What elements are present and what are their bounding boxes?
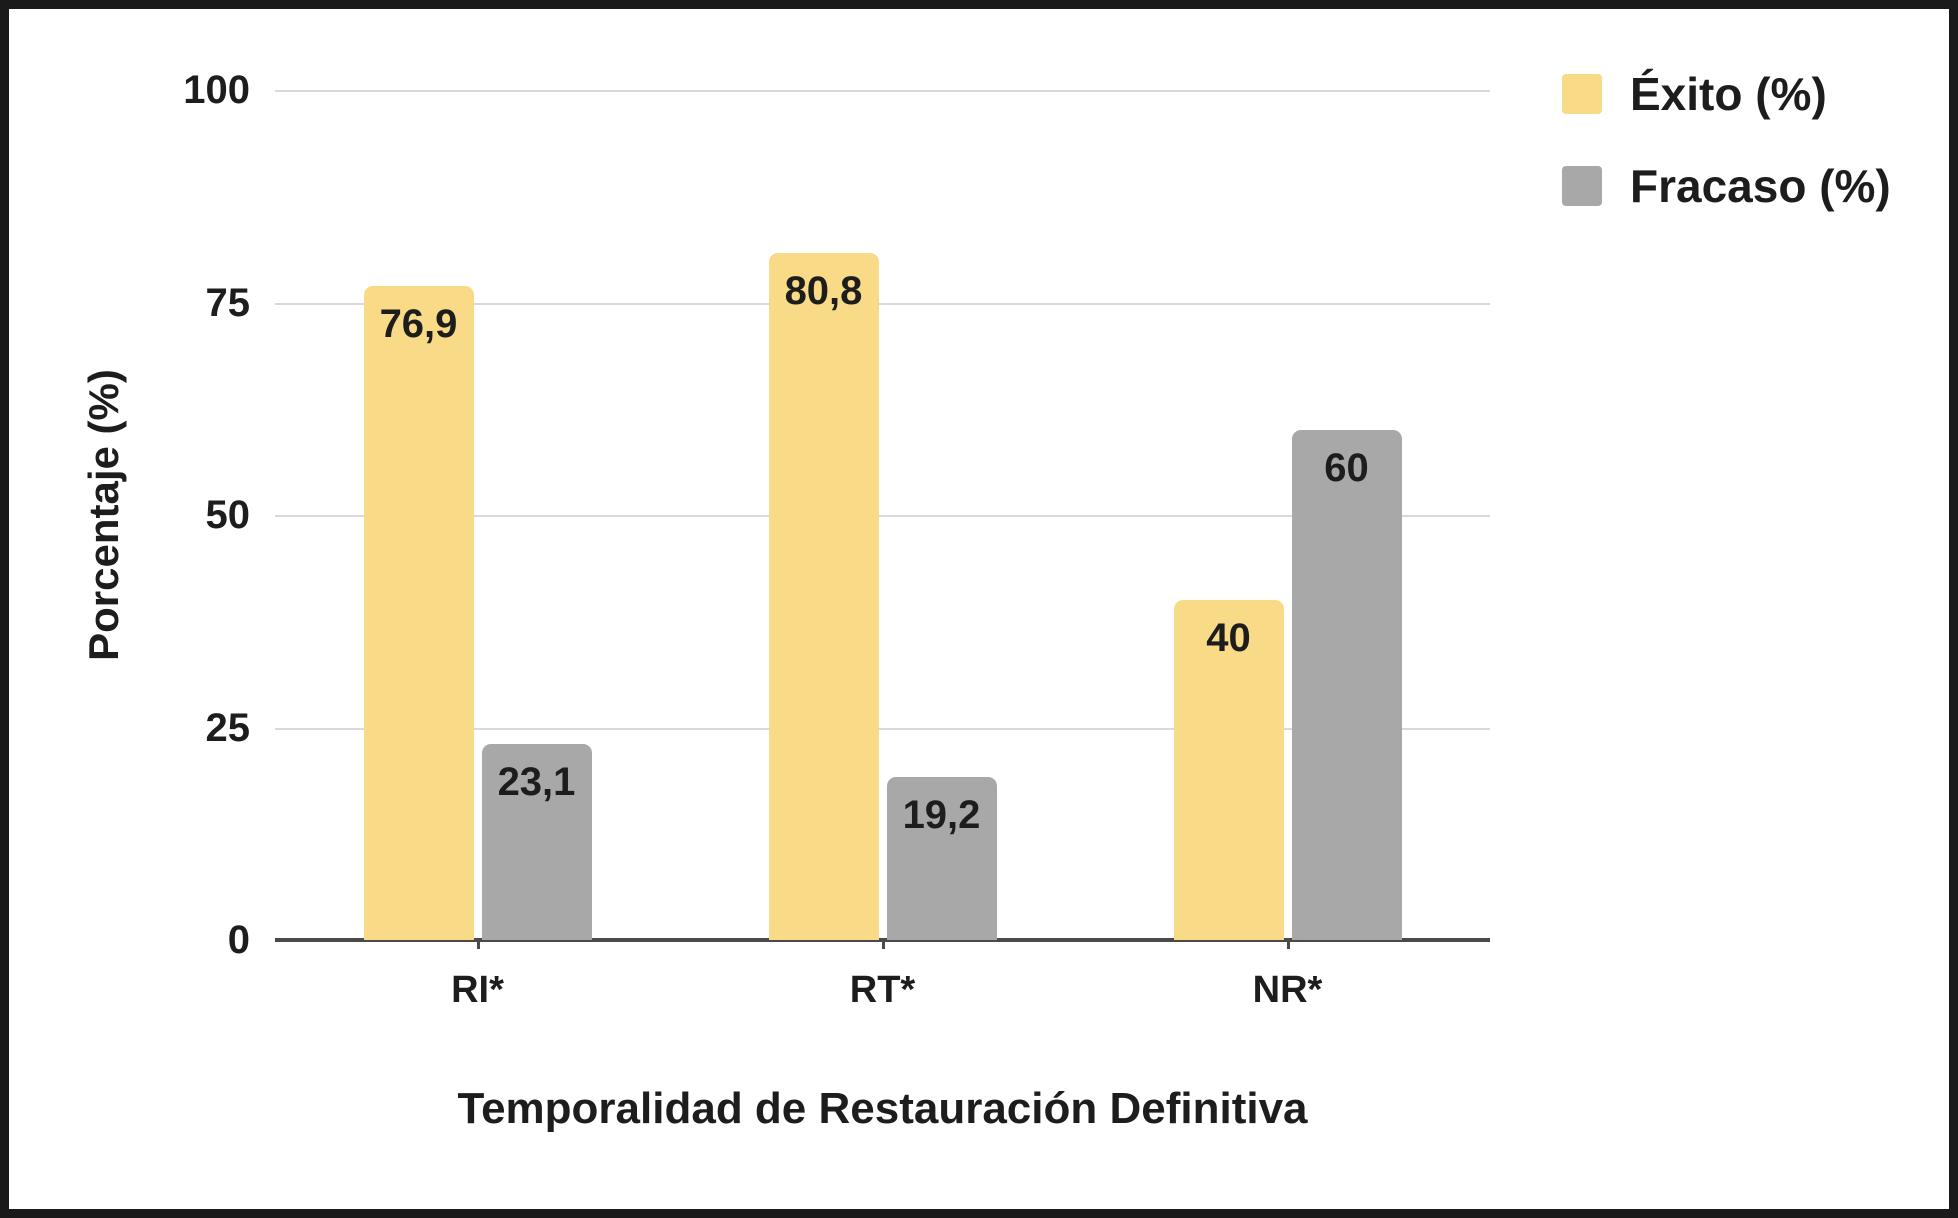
bar-series-1: 40 (1173, 600, 1284, 940)
bar-value-label: 23,1 (497, 759, 576, 804)
legend-item: Fracaso (%) (1562, 156, 1891, 216)
bar-series-1: 76,9 (363, 286, 474, 940)
y-tick-label: 25 (205, 705, 251, 750)
x-axis-title: Temporalidad de Restauración Definitiva (457, 1084, 1308, 1133)
x-axis-tick (1286, 941, 1290, 949)
x-axis-tick (476, 941, 480, 949)
legend-label: Éxito (%) (1630, 68, 1827, 120)
x-axis-line (275, 938, 1490, 942)
gridline (275, 727, 1490, 730)
category-label: RT* (849, 969, 916, 1011)
bar-group: 76,9 23,1 RI* (275, 90, 680, 1011)
legend-swatch (1562, 74, 1602, 114)
legend-item: Éxito (%) (1562, 64, 1891, 124)
gridline (275, 515, 1490, 517)
y-tick-label: 50 (205, 493, 251, 537)
y-tick-label: 100 (183, 68, 250, 112)
bar-value-label: 40 (1206, 616, 1251, 660)
bar-value-label: 60 (1324, 446, 1369, 490)
bar-group: 40 60 NR* (1085, 90, 1490, 1011)
y-tick-label: 75 (205, 280, 251, 325)
gridline (275, 90, 1490, 92)
bar-value-label: 19,2 (902, 792, 981, 837)
bar-value-label: 76,9 (379, 302, 458, 347)
bar-groups: 76,9 23,1 RI* 80,8 19,2 RT* 40 60 NR* (275, 90, 1490, 1011)
gridline (275, 302, 1490, 305)
category-label: NR* (1252, 969, 1323, 1011)
bar-value-label: 80,8 (784, 269, 863, 314)
legend-label: Fracaso (%) (1630, 160, 1891, 212)
plot-area: 0 25 50 75 100 76,9 23,1 RI* 80,8 19,2 RT* 40 60 NR* (183, 68, 1490, 1011)
bar-series-1: 80,8 (768, 253, 879, 940)
category-label: RI* (451, 969, 504, 1011)
bar-series-2: 19,2 (886, 776, 997, 940)
y-tick-label: 0 (227, 918, 250, 962)
bar-group: 80,8 19,2 RT* (680, 90, 1085, 1011)
bar-series-2: 23,1 (481, 743, 592, 940)
x-axis-tick (881, 941, 885, 949)
legend-swatch (1562, 166, 1602, 206)
bar-series-2: 60 (1291, 430, 1402, 940)
chart-legend: Éxito (%) Fracaso (%) (1562, 64, 1891, 248)
